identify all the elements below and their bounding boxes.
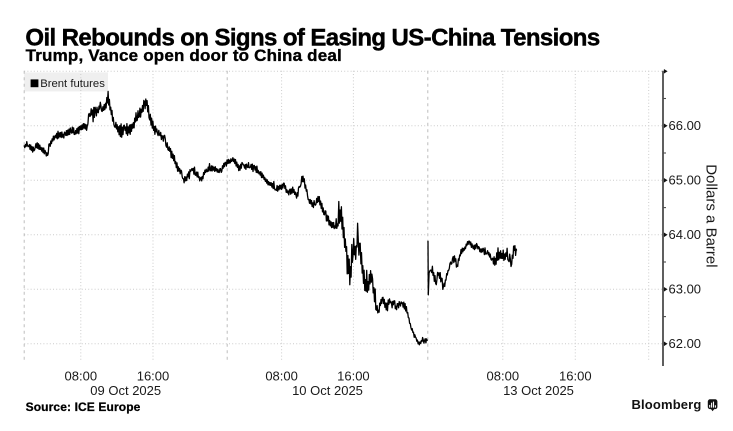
svg-text:Bloomberg: Bloomberg	[632, 397, 702, 412]
svg-text:08:00: 08:00	[65, 369, 98, 384]
svg-text:08:00: 08:00	[487, 369, 520, 384]
svg-text:Brent futures: Brent futures	[40, 78, 105, 90]
svg-text:08:00: 08:00	[265, 369, 298, 384]
svg-text:Source: ICE Europe: Source: ICE Europe	[26, 400, 141, 414]
svg-text:09 Oct 2025: 09 Oct 2025	[90, 383, 161, 398]
svg-text:65.00: 65.00	[669, 173, 702, 188]
svg-text:63.00: 63.00	[669, 282, 702, 297]
svg-text:64.00: 64.00	[669, 227, 702, 242]
svg-text:66.00: 66.00	[669, 118, 702, 133]
svg-text:Oil Rebounds on Signs of Easin: Oil Rebounds on Signs of Easing US-China…	[25, 24, 599, 51]
svg-text:16:00: 16:00	[559, 369, 592, 384]
svg-text:62.00: 62.00	[669, 336, 702, 351]
svg-text:16:00: 16:00	[137, 369, 170, 384]
svg-text:16:00: 16:00	[337, 369, 370, 384]
svg-text:Trump, Vance open door to Chin: Trump, Vance open door to China deal	[26, 46, 342, 65]
svg-text:Dollars a Barrel: Dollars a Barrel	[703, 164, 720, 267]
svg-text:13 Oct 2025: 13 Oct 2025	[503, 383, 574, 398]
svg-text:10 Oct 2025: 10 Oct 2025	[292, 383, 363, 398]
